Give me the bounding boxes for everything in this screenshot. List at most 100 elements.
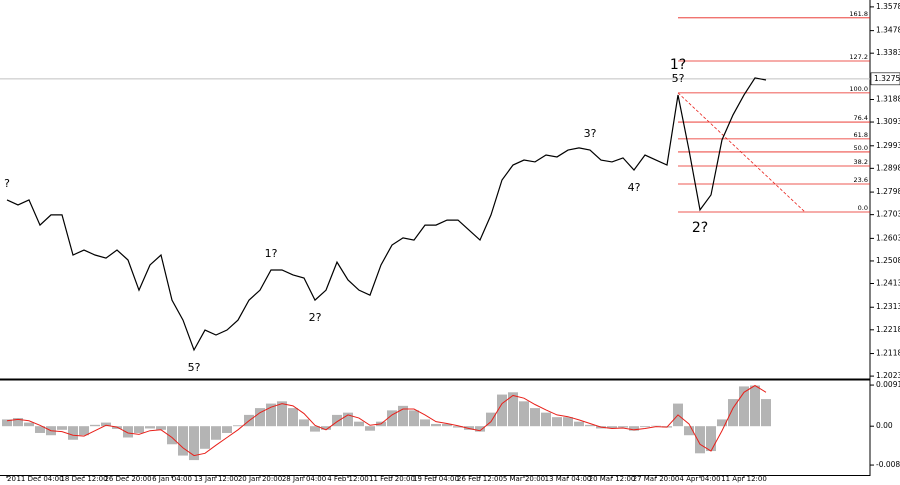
histogram-bar — [519, 401, 529, 427]
y-tick-label: 1.2313 — [876, 302, 900, 311]
histogram-bar — [706, 426, 716, 452]
histogram-bar — [530, 408, 540, 427]
histogram-bar — [35, 426, 45, 433]
x-tick-label: 20 Mar 12:00 — [589, 475, 636, 483]
fib-label: 127.2 — [849, 53, 868, 61]
y-tick-label: 1.2413 — [876, 279, 900, 288]
histogram-bar — [332, 414, 342, 427]
histogram-bar — [640, 426, 650, 428]
histogram-bar — [145, 426, 155, 429]
histogram-bar — [431, 423, 441, 427]
x-tick-label: 20 Jan 20:00 — [238, 475, 282, 483]
histogram-bar — [398, 405, 408, 427]
y-tick-label: 1.3383 — [876, 48, 900, 57]
y-tick-label: 1.2023 — [876, 371, 900, 380]
x-tick-label: 27 Mar 20:00 — [633, 475, 680, 483]
wave-label: 3? — [584, 127, 597, 140]
x-tick-label: 11 Dec 04:00 — [16, 475, 63, 483]
histogram-bar — [420, 419, 430, 427]
histogram-bar — [497, 394, 507, 427]
x-tick-label: 4 Feb 12:00 — [327, 475, 368, 483]
x-tick-label: 20 — [7, 475, 16, 483]
y-tick-label: 1.3093 — [876, 117, 900, 126]
wave-label: 2? — [692, 220, 708, 236]
histogram-bar — [475, 426, 485, 432]
histogram-bar — [453, 426, 463, 428]
x-tick-label: 5 Mar 20:00 — [503, 475, 545, 483]
x-tick-label: 4 Apr 04:00 — [679, 475, 720, 483]
histogram-bar — [200, 426, 210, 449]
histogram-bar — [618, 426, 628, 428]
x-tick-label: 13 Mar 04:00 — [545, 475, 592, 483]
histogram-bar — [563, 417, 573, 427]
histogram-bar — [541, 412, 551, 427]
y-tick-label: 1.2508 — [876, 256, 900, 265]
histogram-bar — [57, 426, 67, 430]
histogram-bar — [354, 421, 364, 427]
histogram-bar — [343, 412, 353, 427]
y-tick-label: 1.3188 — [876, 94, 900, 103]
x-tick-label: 18 Dec 12:00 — [60, 475, 107, 483]
x-tick-label: 19 Feb 04:00 — [413, 475, 459, 483]
histogram-bar — [761, 399, 771, 427]
histogram-bar — [629, 426, 639, 431]
fib-label: 61.8 — [854, 131, 868, 139]
wave-label: 5? — [672, 72, 685, 85]
histogram-bar — [607, 426, 617, 429]
y-tick-label: 1.3478 — [876, 26, 900, 35]
histogram-bar — [717, 419, 727, 427]
wave-label: 2? — [309, 311, 322, 324]
x-tick-label: 11 Feb 20:00 — [369, 475, 415, 483]
x-tick-label: 11 Apr 12:00 — [721, 475, 767, 483]
y-tick-label: 1.2993 — [876, 141, 900, 150]
histogram-bar — [24, 422, 34, 427]
histogram-bar — [387, 410, 397, 427]
histogram-bar — [266, 403, 276, 427]
fib-label: 23.6 — [854, 176, 868, 184]
fib-label: 76.4 — [854, 114, 868, 122]
wave-label: ? — [4, 177, 10, 190]
histogram-bar — [211, 426, 221, 440]
histogram-bar — [134, 426, 144, 433]
y-tick-label: -0.0086 — [876, 460, 900, 469]
x-tick-label: 6 Jan 04:00 — [152, 475, 192, 483]
histogram-bar — [2, 419, 12, 427]
y-tick-label: 1.2118 — [876, 349, 900, 358]
histogram-bar — [695, 426, 705, 454]
histogram-bar — [167, 426, 177, 445]
wave-label: 5? — [188, 361, 201, 374]
fib-label: 38.2 — [854, 158, 868, 166]
histogram-bar — [574, 421, 584, 427]
histogram-bar — [68, 426, 78, 440]
histogram-bar — [178, 426, 188, 456]
histogram-bar — [90, 424, 100, 427]
histogram-bar — [156, 426, 166, 430]
fib-label: 0.0 — [858, 204, 868, 212]
wave-label: 1? — [670, 57, 686, 73]
y-tick-label: 1.2703 — [876, 210, 900, 219]
histogram-bar — [585, 424, 595, 427]
y-tick-label: 1.2218 — [876, 325, 900, 334]
wave-label: 1? — [265, 247, 278, 260]
fib-label: 50.0 — [854, 144, 868, 152]
histogram-bar — [13, 418, 23, 427]
histogram-bar — [299, 419, 309, 427]
fib-trend — [677, 92, 806, 213]
fib-label: 100.0 — [849, 85, 868, 93]
y-tick-label: 0.00 — [876, 421, 893, 430]
histogram-bar — [310, 426, 320, 432]
histogram-bar — [321, 426, 331, 430]
y-tick-label: 1.2798 — [876, 187, 900, 196]
histogram-bar — [288, 408, 298, 427]
histogram-bar — [442, 423, 452, 427]
y-tick-label: 1.3578 — [876, 2, 900, 11]
y-tick-label: 1.2898 — [876, 163, 900, 172]
signal-line — [6, 384, 767, 457]
histogram-bar — [486, 412, 496, 427]
histogram-bar — [365, 426, 375, 431]
histogram-bar — [255, 408, 265, 427]
histogram-bar — [508, 392, 518, 427]
histogram-bar — [79, 426, 89, 436]
histogram-bar — [684, 426, 694, 436]
histogram-bar — [123, 426, 133, 438]
